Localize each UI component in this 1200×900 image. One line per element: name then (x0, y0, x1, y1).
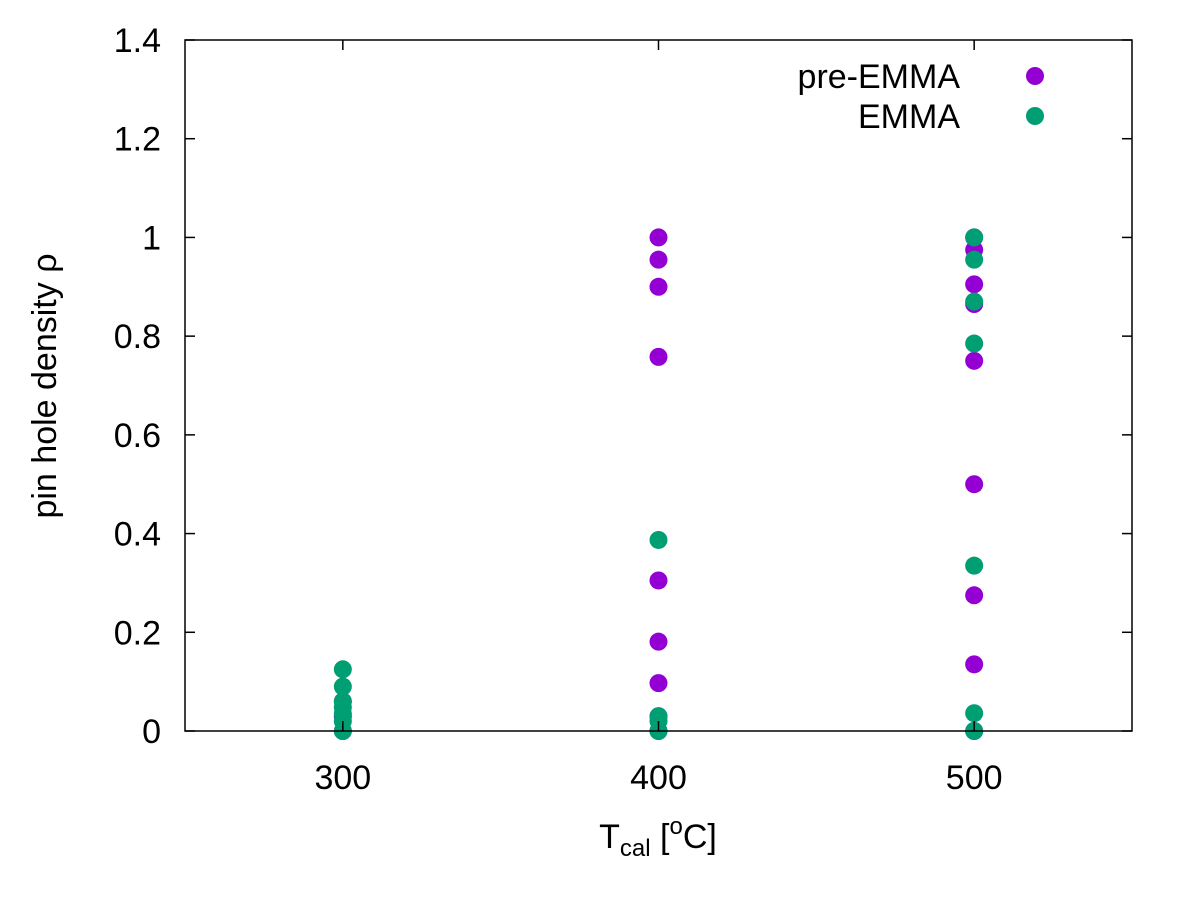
x-tick-label: 500 (946, 759, 1003, 797)
x-label-superscript: o (670, 813, 683, 840)
data-point (965, 292, 984, 311)
legend-label: pre-EMMA (798, 58, 961, 96)
legend-marker (1026, 107, 1044, 125)
data-point (333, 677, 352, 696)
x-label-unit-close: C] (683, 818, 717, 856)
x-label-unit-open: [ (651, 818, 670, 856)
data-point (649, 347, 668, 366)
data-point (649, 674, 668, 693)
data-point (649, 530, 668, 549)
legend-label: EMMA (858, 98, 960, 136)
data-point (965, 351, 984, 370)
data-point (649, 571, 668, 590)
data-points-layer (333, 228, 984, 740)
data-point (965, 275, 984, 294)
data-point (333, 660, 352, 679)
y-axis-label: pin hole density ρ (26, 253, 64, 518)
data-point (965, 586, 984, 605)
y-tick-label: 0.8 (114, 318, 161, 356)
x-tick-label: 400 (630, 759, 687, 797)
y-tick-label: 1.4 (114, 22, 161, 60)
x-label-main: T (599, 818, 620, 856)
y-tick-label: 1 (142, 219, 161, 257)
x-axis-label: Tcal [oC] (599, 813, 717, 862)
axis-ticks: 0 0.2 0.4 0.6 0.8 1 1.2 1.4 300 400 500 (114, 22, 1132, 797)
y-tick-label: 0.6 (114, 417, 161, 455)
data-point (965, 334, 984, 353)
data-point (965, 250, 984, 269)
data-point (965, 475, 984, 494)
legend-marker (1026, 67, 1044, 85)
series-pre-emma (333, 228, 984, 740)
data-point (649, 250, 668, 269)
plot-frame (184, 39, 1133, 732)
x-tick-label: 300 (314, 759, 371, 797)
y-tick-label: 1.2 (114, 121, 161, 159)
x-label-subscript: cal (620, 835, 651, 862)
y-tick-label: 0.4 (114, 516, 161, 554)
data-point (965, 655, 984, 674)
data-point (965, 704, 984, 723)
data-point (649, 277, 668, 296)
data-point (965, 556, 984, 575)
y-tick-label: 0.2 (114, 614, 161, 652)
y-tick-label: 0 (142, 713, 161, 751)
series-emma (333, 228, 984, 740)
data-point (965, 228, 984, 247)
data-point (649, 228, 668, 247)
data-point (649, 632, 668, 651)
